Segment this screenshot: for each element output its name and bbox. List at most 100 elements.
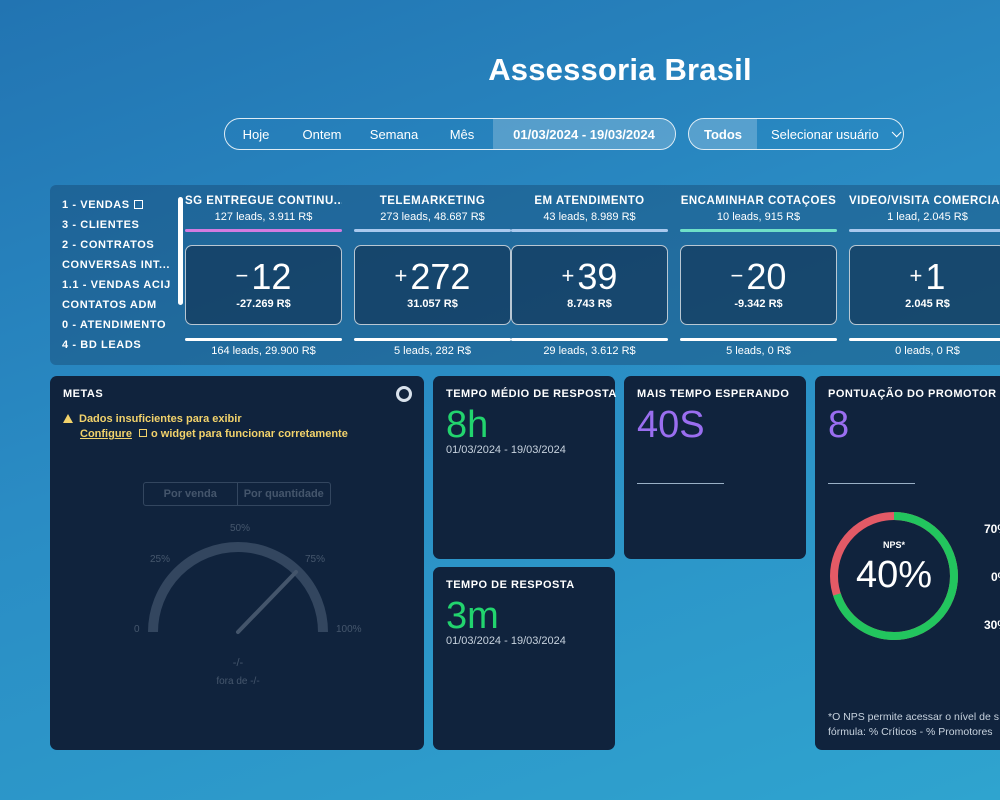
stage-column[interactable]: EM ATENDIMENTO 43 leads, 8.989 R$ +39 8.… [511, 185, 668, 365]
gauge-label-75: 75% [305, 554, 325, 565]
nps-critics-pct: 30% [984, 618, 1000, 632]
tempo-medio-value: 8h [446, 404, 489, 446]
nps-ring-label: NPS* [882, 540, 905, 550]
period-month[interactable]: Mês [449, 126, 475, 142]
pipeline-tab-contatos-adm[interactable]: CONTATOS ADM [62, 299, 157, 311]
stage-name: TELEMARKETING [379, 195, 486, 207]
stage-footer-bar [849, 338, 1000, 341]
warning-icon [63, 414, 73, 423]
gauge-chart: 0 25% 50% 75% 100% -/- fora de -/- [134, 523, 362, 687]
tempo-resposta-value: 3m [446, 595, 499, 637]
tempo-resposta-date: 01/03/2024 - 19/03/2024 [446, 635, 566, 647]
nps-card: PONTUAÇÃO DO PROMOTOR LÍQU 8 NPS* 40% 70… [815, 376, 1000, 750]
page-title: Assessoria Brasil [488, 52, 752, 87]
stage-summary: 10 leads, 915 R$ [716, 211, 801, 223]
stage-name: SG ENTREGUE CONTINU... [185, 195, 342, 207]
stage-delta-count: −20 [730, 256, 787, 297]
metas-mode-toggle: Por venda Por quantidade [143, 482, 331, 506]
stage-delta-count: −12 [235, 256, 292, 297]
stage-delta-count: +272 [394, 256, 471, 297]
period-today[interactable]: Hoje [242, 126, 270, 142]
period-yesterday[interactable]: Ontem [302, 126, 342, 142]
gauge-needle [236, 570, 298, 634]
stage-summary: 273 leads, 48.687 R$ [380, 211, 485, 223]
nps-ring-value: 40% [855, 554, 933, 596]
stage-color-bar [680, 229, 837, 232]
stage-footer-bar [511, 338, 668, 341]
stage-column[interactable]: ENCAMINHAR COTAÇOES 10 leads, 915 R$ −20… [680, 185, 837, 365]
stage-delta-value: 31.057 R$ [407, 298, 458, 310]
pipeline-tab-conversas[interactable]: CONVERSAS INT... [62, 259, 171, 271]
period-filter: Hoje Ontem Semana Mês 01/03/2024 - 19/03… [224, 118, 676, 150]
pipeline-tab-vendas[interactable]: 1 - VENDAS [62, 195, 174, 215]
stage-column[interactable]: VIDEO/VISITA COMERCIAL 1 lead, 2.045 R$ … [849, 185, 1000, 365]
metas-title: METAS [63, 388, 104, 400]
nps-promoters-pct: 70% [984, 522, 1000, 536]
select-user-dropdown[interactable]: Selecionar usuário [757, 127, 903, 142]
nps-footnote: *O NPS permite acessar o nível de s fórm… [828, 711, 999, 738]
stage-delta-box: +39 8.743 R$ [511, 245, 668, 325]
mais-tempo-value: 40S [637, 404, 705, 446]
gauge-sub: fora de -/- [216, 676, 259, 687]
stage-delta-count: +39 [561, 256, 618, 297]
nps-title: PONTUAÇÃO DO PROMOTOR LÍQU [828, 388, 1000, 400]
stage-delta-box: −20 -9.342 R$ [680, 245, 837, 325]
gauge-arc [148, 542, 328, 633]
configure-link[interactable]: Configure [80, 428, 132, 440]
stage-color-bar [185, 229, 342, 232]
tempo-medio-title: TEMPO MÉDIO DE RESPOSTA [446, 388, 617, 400]
nps-ring-chart [830, 512, 958, 640]
gauge-value: -/- [233, 657, 244, 669]
user-filter: Todos Selecionar usuário [688, 118, 904, 150]
pipeline-funnel: 1 - VENDAS 3 - CLIENTES 2 - CONTRATOS CO… [50, 185, 1000, 365]
nps-neutral-pct: 0% [991, 570, 1000, 584]
gauge-label-25: 25% [150, 554, 170, 565]
tabs-scrollbar[interactable] [178, 197, 183, 305]
mais-tempo-title: MAIS TEMPO ESPERANDO [637, 388, 790, 400]
gear-icon[interactable] [396, 386, 412, 402]
select-user-label: Selecionar usuário [771, 126, 879, 142]
external-link-icon[interactable] [133, 200, 143, 209]
all-users-button[interactable]: Todos [689, 119, 757, 149]
period-custom-range[interactable]: 01/03/2024 - 19/03/2024 [493, 119, 675, 149]
stages-row: SG ENTREGUE CONTINU... 127 leads, 3.911 … [185, 185, 1000, 365]
stage-summary: 43 leads, 8.989 R$ [543, 211, 636, 223]
metas-card: METAS Dados insuficientes para exibir Co… [50, 376, 424, 750]
tempo-medio-card: TEMPO MÉDIO DE RESPOSTA 8h 01/03/2024 - … [433, 376, 617, 559]
stage-color-bar [354, 229, 511, 232]
pipeline-tab-contratos[interactable]: 2 - CONTRATOS [62, 239, 155, 251]
stage-footer-bar [354, 338, 511, 341]
toggle-by-quantity[interactable]: Por quantidade [243, 488, 324, 500]
pipeline-tabs: 1 - VENDAS 3 - CLIENTES 2 - CONTRATOS CO… [62, 195, 174, 355]
tempo-resposta-title: TEMPO DE RESPOSTA [446, 579, 575, 591]
stage-name: EM ATENDIMENTO [534, 195, 645, 207]
tempo-medio-date: 01/03/2024 - 19/03/2024 [446, 444, 566, 456]
stage-name: ENCAMINHAR COTAÇOES [680, 195, 837, 207]
toggle-by-sale[interactable]: Por venda [144, 483, 238, 505]
stage-delta-count: +1 [909, 256, 946, 297]
stage-color-bar [511, 229, 668, 232]
nps-ring-promoters [830, 512, 958, 640]
stage-footer: 5 leads, 0 R$ [726, 345, 791, 357]
stage-footer: 5 leads, 282 R$ [393, 345, 472, 357]
chevron-down-icon [891, 126, 902, 137]
stage-column[interactable]: TELEMARKETING 273 leads, 48.687 R$ +272 … [342, 185, 511, 365]
gauge-label-0: 0 [134, 624, 140, 635]
tempo-resposta-card: TEMPO DE RESPOSTA 3m 01/03/2024 - 19/03/… [433, 567, 615, 750]
nps-underline [828, 483, 915, 484]
pipeline-tab-atendimento[interactable]: 0 - ATENDIMENTO [62, 319, 167, 331]
pipeline-tab-vendas-acij[interactable]: 1.1 - VENDAS ACIJ [62, 279, 171, 291]
pipeline-tab-clientes[interactable]: 3 - CLIENTES [62, 219, 140, 231]
stage-delta-value: 8.743 R$ [567, 298, 612, 310]
stage-delta-box: −12 -27.269 R$ [185, 245, 342, 325]
mais-tempo-card: MAIS TEMPO ESPERANDO 40S [624, 376, 806, 559]
stage-footer-bar [680, 338, 837, 341]
stage-delta-value: -9.342 R$ [734, 298, 783, 310]
stage-column[interactable]: SG ENTREGUE CONTINU... 127 leads, 3.911 … [185, 185, 342, 365]
pipeline-tab-bd-leads[interactable]: 4 - BD LEADS [62, 339, 142, 351]
stage-delta-box: +272 31.057 R$ [354, 245, 511, 325]
stage-summary: 127 leads, 3.911 R$ [214, 211, 313, 223]
metas-warning: Dados insuficientes para exibir Configur… [63, 412, 348, 442]
period-week[interactable]: Semana [369, 126, 419, 142]
stage-summary: 1 lead, 2.045 R$ [887, 211, 968, 223]
